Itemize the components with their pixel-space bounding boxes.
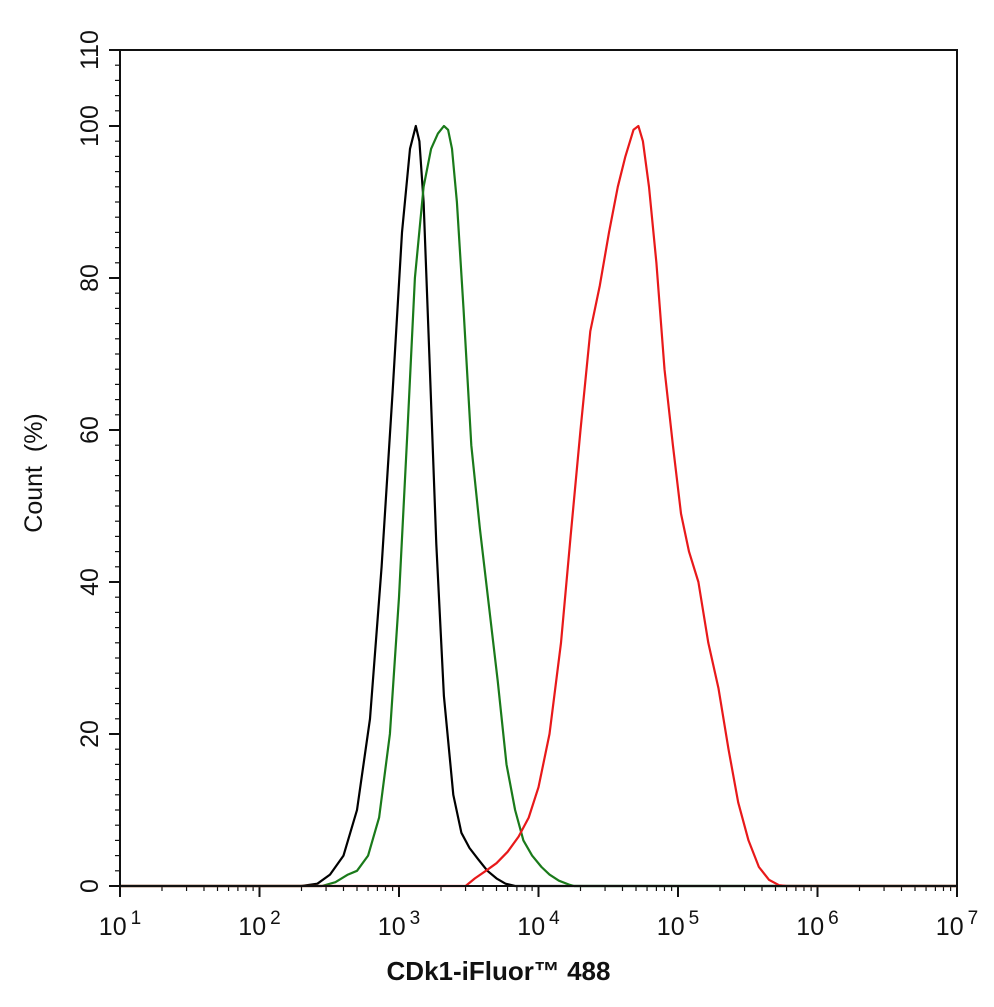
y-tick-label: 60 — [76, 416, 104, 444]
x-tick-base: 10 — [238, 913, 266, 941]
series-layer — [120, 124, 957, 888]
plot-frame — [119, 49, 958, 887]
x-tick-label: 10 3 — [378, 908, 420, 941]
y-tick-label: 40 — [76, 568, 104, 596]
x-tick-label: 10 4 — [517, 908, 560, 941]
ticks-layer — [109, 49, 958, 897]
x-tick-base: 10 — [378, 913, 406, 941]
y-tick-label: 0 — [76, 879, 104, 893]
y-tick-label: 80 — [76, 264, 104, 292]
y-tick-label: 100 — [76, 105, 104, 147]
x-tick-base: 10 — [99, 913, 127, 941]
x-tick-exponent: 6 — [828, 908, 839, 929]
x-tick-base: 10 — [936, 913, 964, 941]
x-axis-title: CDk1-iFluor™ 488 — [387, 956, 611, 986]
x-tick-exponent: 4 — [549, 908, 560, 929]
histogram-series-3 — [120, 124, 957, 888]
x-tick-base: 10 — [657, 913, 685, 941]
y-axis-title: Count (%) — [20, 413, 48, 532]
x-tick-base: 10 — [517, 913, 545, 941]
x-tick-label: 10 7 — [936, 908, 978, 941]
x-tick-exponent: 7 — [968, 908, 979, 929]
histogram-series-1 — [120, 124, 957, 888]
x-tick-exponent: 5 — [689, 908, 700, 929]
x-tick-label: 10 1 — [99, 908, 141, 941]
x-tick-label: 10 2 — [238, 908, 280, 941]
x-tick-base: 10 — [796, 913, 824, 941]
x-tick-exponent: 1 — [131, 908, 142, 929]
x-tick-exponent: 2 — [270, 908, 281, 929]
y-tick-label: 20 — [76, 720, 104, 748]
x-tick-label: 10 5 — [657, 908, 699, 941]
x-tick-exponent: 3 — [410, 908, 421, 929]
y-tick-label: 110 — [76, 30, 104, 70]
histogram-series-2 — [120, 124, 957, 888]
x-tick-label: 10 6 — [796, 908, 838, 941]
